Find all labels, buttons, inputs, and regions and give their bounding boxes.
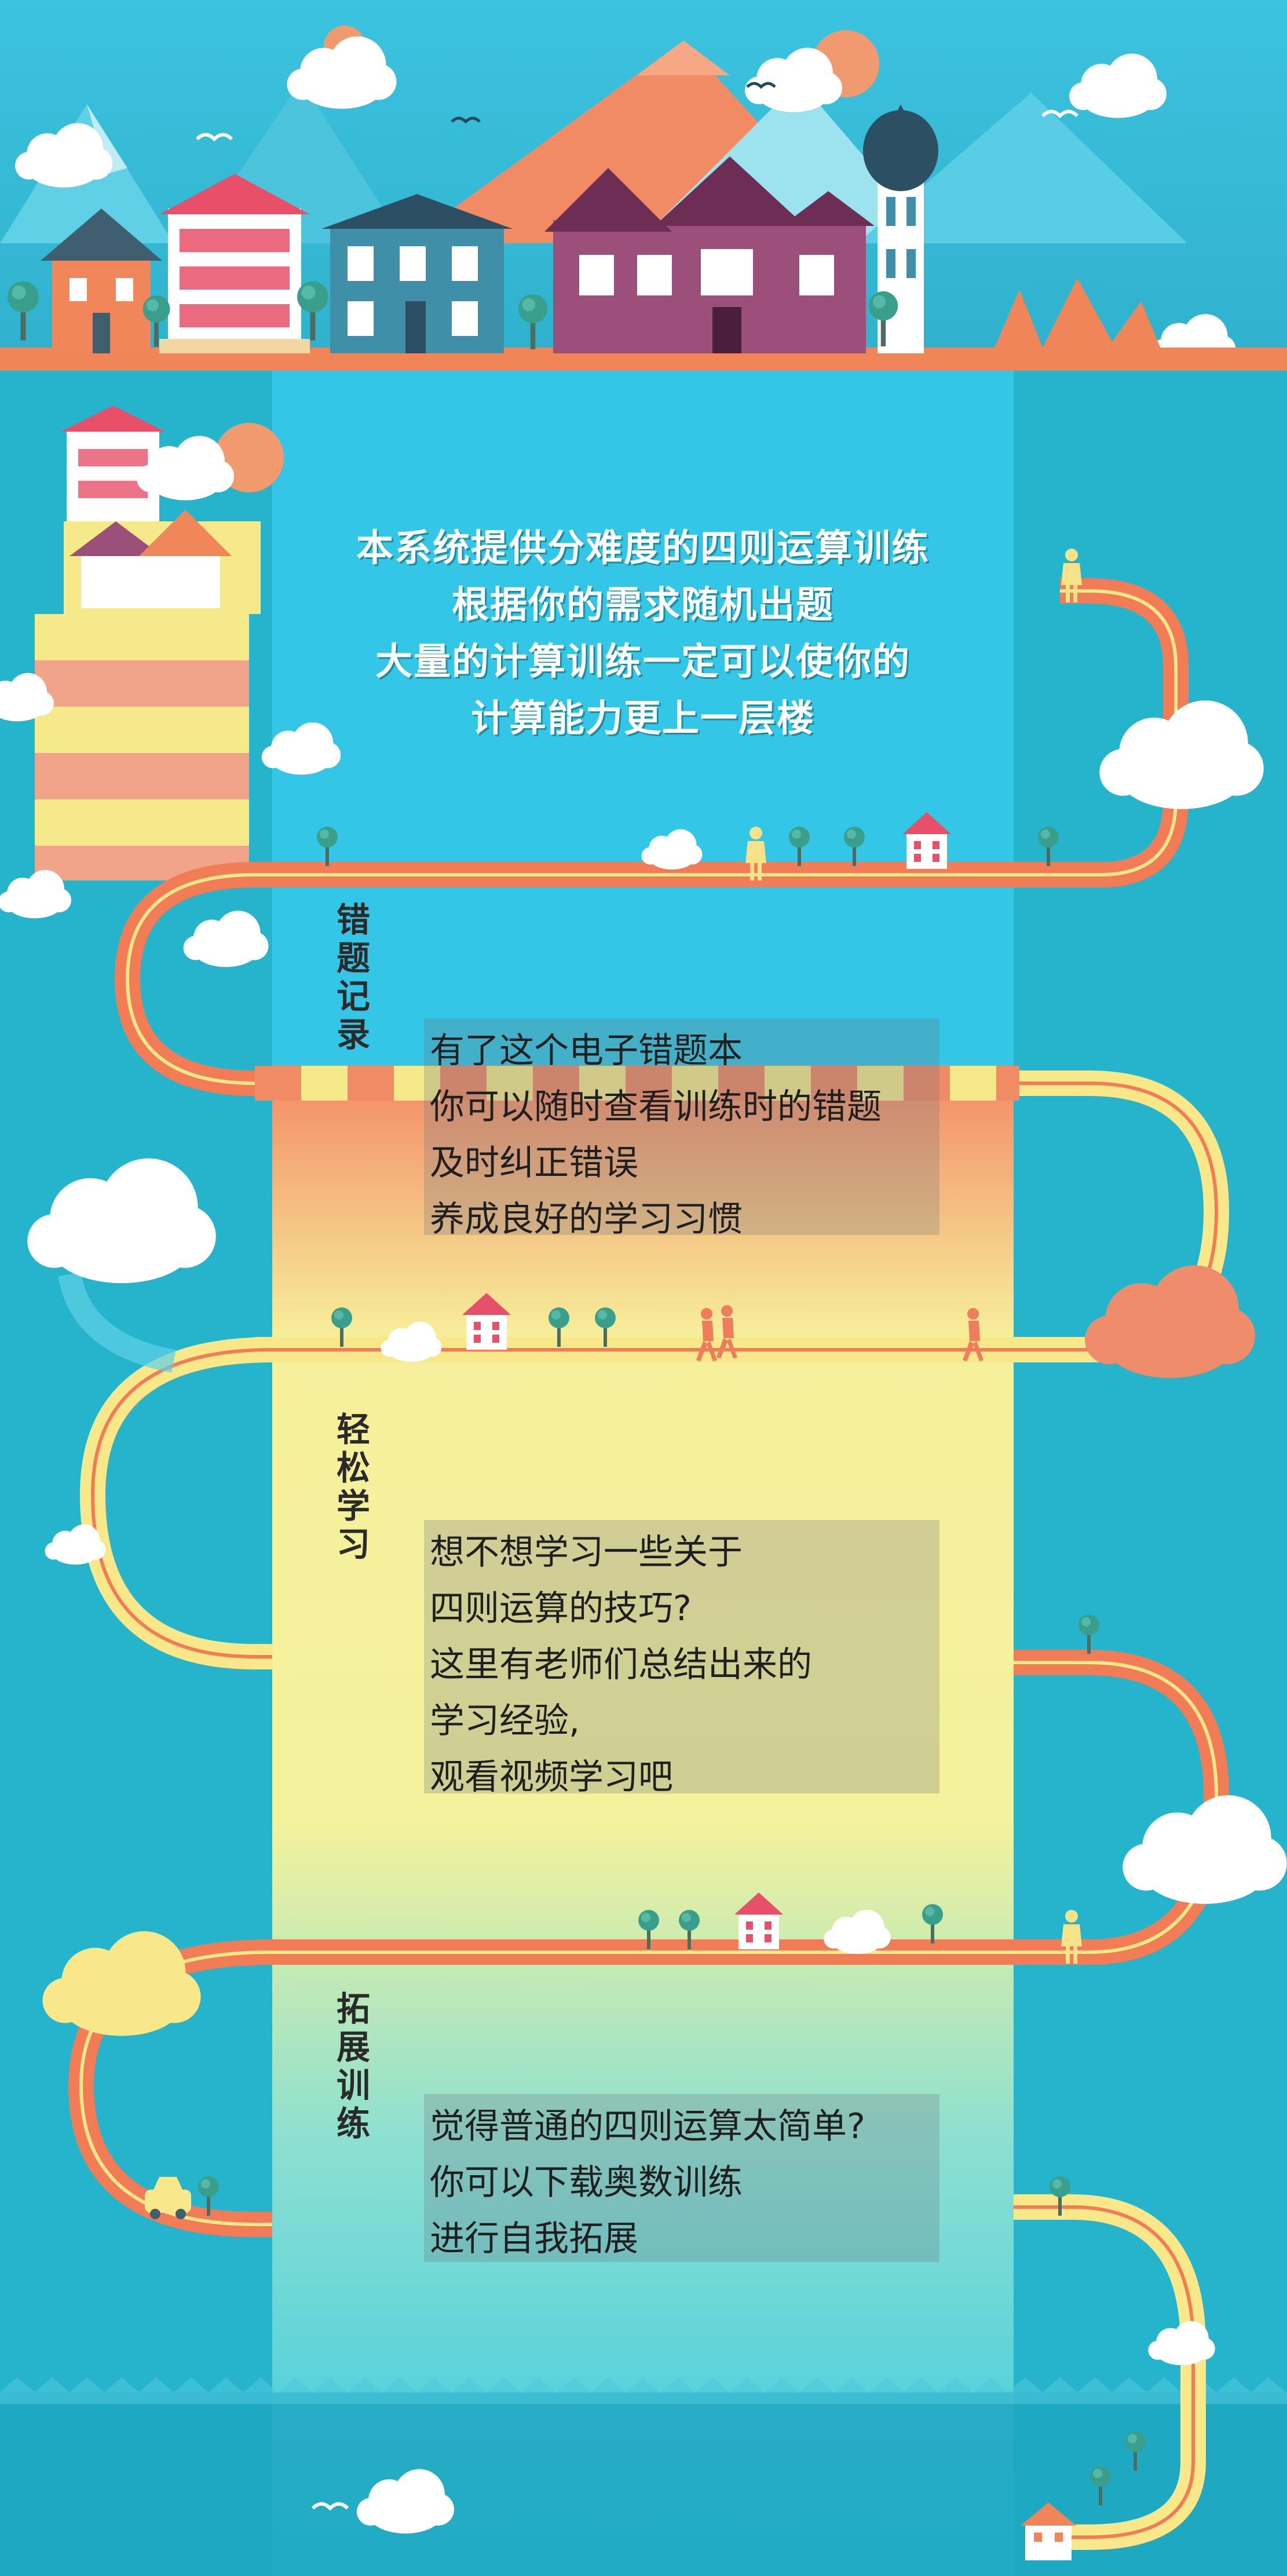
learning-description: 想不想学习一些关于 四则运算的技巧? 这里有老师们总结出来的 学习经验, 观看视… [424,1520,939,1797]
title-char: 错 [336,900,370,940]
desc-line: 有了这个电子错题本 [430,1031,743,1071]
desc-line: 观看视频学习吧 [430,1757,673,1797]
desc-line: 想不想学习一些关于 [430,1532,743,1573]
mistakes-description: 有了这个电子错题本 你可以随时查看训练时的错题 及时纠正错误 养成良好的学习习惯 [424,1018,939,1240]
desc-line: 养成良好的学习习惯 [430,1199,743,1240]
intro-line: 大量的计算训练一定可以使你的 [375,641,911,684]
desc-line: 这里有老师们总结出来的 [430,1645,812,1685]
title-char: 习 [336,1525,370,1564]
desc-line: 四则运算的技巧? [430,1588,692,1629]
title-char: 练 [336,2104,370,2143]
section-title-mistakes[interactable]: 错 题 记 录 [330,901,376,1054]
title-char: 展 [336,2027,370,2067]
title-char: 题 [336,938,370,978]
extended-description: 觉得普通的四则运算太简单? 你可以下载奥数训练 进行自我拓展 [424,2094,939,2262]
desc-line: 学习经验, [430,1701,580,1741]
desc-line: 你可以随时查看训练时的错题 [430,1087,882,1127]
intro-line: 本系统提供分难度的四则运算训练 [356,527,930,570]
title-char: 松 [336,1448,370,1488]
intro-line: 根据你的需求随机出题 [452,584,834,627]
title-char: 记 [336,977,370,1016]
title-char: 录 [336,1015,370,1054]
title-char: 训 [336,2066,370,2105]
desc-line: 进行自我拓展 [430,2219,638,2259]
desc-line: 及时纠正错误 [430,1143,638,1183]
title-char: 拓 [336,1989,370,2029]
intro-line: 计算能力更上一层楼 [471,697,815,740]
title-char: 学 [336,1486,370,1526]
section-title-easy-learning[interactable]: 轻 松 学 习 [330,1411,376,1563]
desc-line: 觉得普通的四则运算太简单? [430,2106,865,2147]
desc-line: 你可以下载奥数训练 [430,2162,743,2203]
section-title-extended-training[interactable]: 拓 展 训 练 [330,1990,376,2143]
title-char: 轻 [336,1410,370,1449]
